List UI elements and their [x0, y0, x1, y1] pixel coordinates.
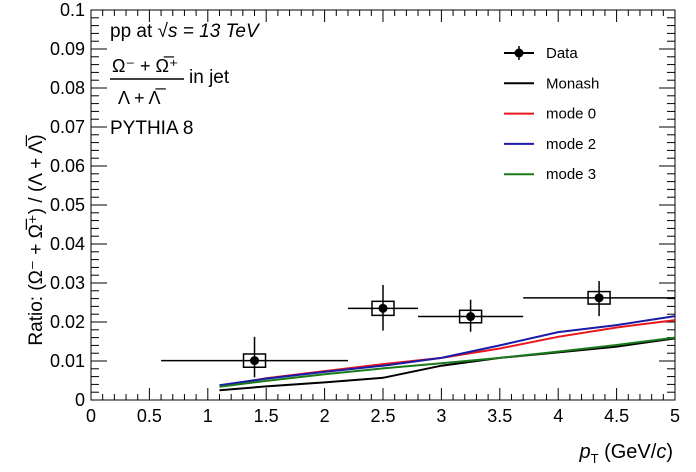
- data-sys-box: [242, 353, 267, 368]
- data-sys-box: [371, 300, 395, 317]
- y-tick-label: 0.01: [50, 351, 85, 371]
- plot-annotations: pp at √s = 13 TeV Ω⁻ + Ω̅⁺ Λ + Λ̅ in jet…: [110, 21, 261, 139]
- data-point: [250, 356, 260, 366]
- y-tick-label: 0.09: [50, 39, 85, 59]
- x-tick-label: 0.5: [137, 406, 162, 426]
- data-sys-box: [587, 290, 611, 305]
- y-tick-label: 0.03: [50, 273, 85, 293]
- x-tick-label: 0: [86, 406, 96, 426]
- x-tick-label: 2: [320, 406, 330, 426]
- fraction-numerator: Ω⁻ + Ω̅⁺: [112, 56, 178, 76]
- x-tick-label: 4.5: [604, 406, 629, 426]
- legend-label-monash: Monash: [546, 75, 599, 92]
- data-point: [594, 293, 604, 303]
- x-tick-label: 4: [553, 406, 563, 426]
- legend-label-mode-0: mode 0: [546, 106, 596, 123]
- curve-mode-2: [219, 315, 676, 387]
- y-tick-label: 0.06: [50, 156, 85, 176]
- data-point: [466, 312, 476, 322]
- data-points: [161, 281, 675, 378]
- model-curves: [219, 315, 676, 392]
- curve-monash: [219, 337, 676, 392]
- y-tick-label: 0.08: [50, 78, 85, 98]
- y-tick-label: 0.1: [60, 0, 85, 20]
- axes: 0 0.5 1 1.5 2 2.5 3 3.5 4 4.5 5 0 0.01 0.02 0.03 0.04 0.…: [50, 0, 680, 426]
- x-tick-label: 3.5: [487, 406, 512, 426]
- legend-label-mode-2: mode 2: [546, 136, 596, 153]
- x-tick-label: 2.5: [370, 406, 395, 426]
- legend-marker: [514, 48, 524, 58]
- x-tick-label: 1.5: [254, 406, 279, 426]
- x-axis-title: pT (GeV/c): [578, 441, 673, 466]
- y-tick-label: 0.04: [50, 234, 85, 254]
- curve-mode-3: [219, 336, 676, 388]
- data-point: [378, 303, 388, 313]
- annotation-generator: PYTHIA 8: [110, 118, 193, 139]
- annotation-collision: pp at √s = 13 TeV: [110, 21, 261, 42]
- y-tick-label: 0.07: [50, 117, 85, 137]
- legend-label-data: Data: [546, 45, 578, 62]
- x-tick-label: 3: [436, 406, 446, 426]
- data-sys-box: [458, 309, 483, 324]
- y-axis-title: Ratio: (Ω⁻ + Ω̅⁺) / (Λ + Λ̅): [26, 134, 47, 345]
- x-tick-label: 1: [203, 406, 213, 426]
- y-tick-label: 0: [75, 390, 85, 410]
- y-tick-label: 0.05: [50, 195, 85, 215]
- legend-label-mode-3: mode 3: [546, 166, 596, 183]
- y-tick-label: 0.02: [50, 312, 85, 332]
- legend: Data Monash mode 0 mode 2 mode 3: [504, 45, 599, 183]
- fraction-denominator: Λ + Λ̅: [118, 88, 167, 108]
- x-tick-label: 5: [670, 406, 680, 426]
- annotation-in-jet: in jet: [189, 67, 230, 88]
